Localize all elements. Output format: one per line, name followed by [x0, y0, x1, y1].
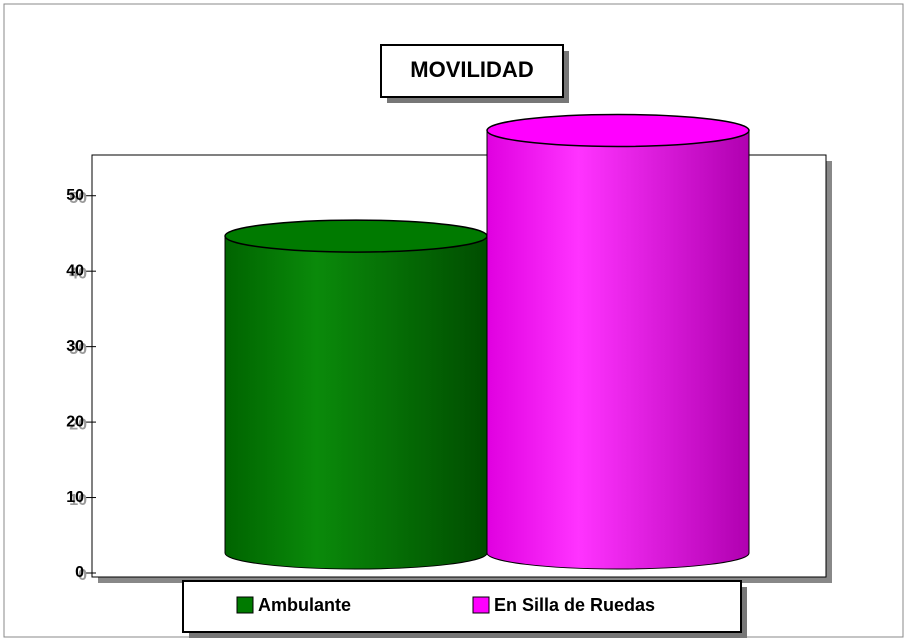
- cylinder-body: [224, 235, 488, 570]
- y-tick-shadow: 50: [69, 190, 87, 207]
- y-tick-label: 40: [66, 262, 84, 279]
- cylinder: [486, 113, 750, 570]
- cylinder-top: [224, 219, 488, 253]
- cylinder: [224, 219, 488, 570]
- y-tick-shadow: 0: [78, 567, 87, 584]
- y-tick-label: 10: [66, 489, 84, 506]
- legend-label: En Silla de Ruedas: [494, 595, 655, 615]
- y-tick-shadow: 40: [69, 265, 87, 282]
- cylinder-body: [486, 129, 750, 570]
- chart-title: MOVILIDAD: [410, 57, 533, 82]
- y-tick-label: 50: [66, 187, 84, 204]
- legend-swatch: [236, 596, 254, 614]
- y-tick-shadow: 10: [69, 492, 87, 509]
- y-tick-label: 20: [66, 413, 84, 430]
- y-tick-label: 0: [75, 564, 84, 581]
- legend-label: Ambulante: [258, 595, 351, 615]
- legend-swatch: [472, 596, 490, 614]
- title-box: [380, 44, 564, 98]
- cylinder-top: [486, 113, 750, 148]
- y-tick-shadow: 30: [69, 341, 87, 358]
- legend-box: [182, 580, 742, 633]
- y-tick-shadow: 20: [69, 416, 87, 433]
- y-tick-label: 30: [66, 338, 84, 355]
